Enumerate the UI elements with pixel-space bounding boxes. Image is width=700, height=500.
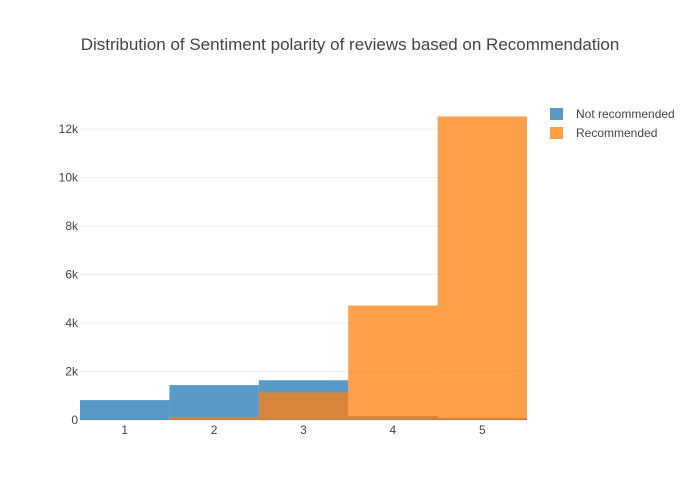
bar-recommended-3[interactable] <box>258 392 349 420</box>
y-tick-label: 8k <box>65 219 79 233</box>
bar-recommended-4[interactable] <box>348 305 438 420</box>
bar-not-recommended-2[interactable] <box>169 385 259 420</box>
bar-recommended-5[interactable] <box>437 116 527 420</box>
legend: Not recommended Recommended <box>550 107 675 140</box>
y-tick-label: 12k <box>59 122 79 136</box>
y-axis: 0 2k 4k 6k 8k 10k 12k <box>59 122 79 427</box>
legend-label[interactable]: Recommended <box>576 126 657 140</box>
legend-label[interactable]: Not recommended <box>576 107 675 121</box>
y-tick-label: 0 <box>71 413 78 427</box>
x-tick-label: 4 <box>390 423 397 437</box>
x-tick-label: 1 <box>121 423 128 437</box>
bar-recommended-2[interactable] <box>169 417 259 420</box>
y-tick-label: 6k <box>65 268 79 282</box>
x-tick-label: 3 <box>300 423 307 437</box>
plot-area <box>80 116 527 420</box>
y-tick-label: 10k <box>59 171 79 185</box>
x-axis: 1 2 3 4 5 <box>80 419 527 437</box>
x-tick-label: 2 <box>211 423 218 437</box>
bar-not-recommended-1[interactable] <box>80 400 170 420</box>
y-tick-label: 2k <box>65 365 79 379</box>
chart-title: Distribution of Sentiment polarity of re… <box>81 35 620 54</box>
legend-swatch[interactable] <box>550 108 563 120</box>
y-tick-label: 4k <box>65 316 79 330</box>
legend-swatch[interactable] <box>550 127 563 139</box>
x-tick-label: 5 <box>479 423 486 437</box>
